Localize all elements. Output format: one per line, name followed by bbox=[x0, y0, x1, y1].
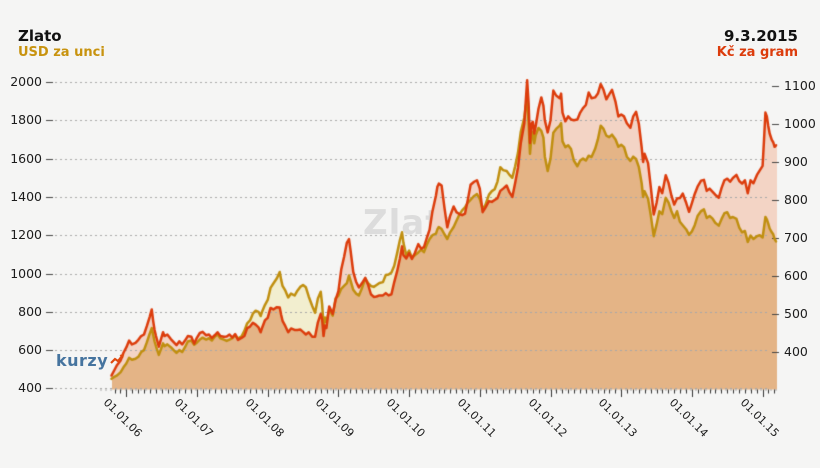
y-axis-left-label: 1800 bbox=[10, 112, 42, 128]
y-axis-right-label: 800 bbox=[784, 192, 808, 207]
y-axis-left-label: 2000 bbox=[10, 74, 42, 89]
left-axis-series-label: USD za unci bbox=[18, 45, 105, 60]
y-axis-right-label: 1100 bbox=[784, 78, 816, 93]
kurzy-logo-icon bbox=[110, 351, 125, 370]
y-axis-left-label: 600 bbox=[18, 342, 42, 358]
y-axis-left-label: 400 bbox=[18, 380, 42, 396]
chart-date: 9.3.2015 bbox=[723, 27, 798, 45]
y-axis-right-label: 600 bbox=[784, 268, 808, 283]
y-axis-left-label: 1600 bbox=[10, 150, 42, 166]
y-axis-left-label: 1200 bbox=[10, 227, 42, 243]
y-axis-right-label: 400 bbox=[784, 344, 808, 359]
kurzy-brand-label[interactable]: kurzy bbox=[56, 351, 109, 370]
y-axis-right-label: 500 bbox=[784, 306, 808, 321]
y-axis-right-label: 700 bbox=[784, 230, 808, 245]
kurzy-brand-watermark[interactable]: kurzy bbox=[56, 351, 125, 370]
right-axis-series-label: Kč za gram bbox=[716, 45, 798, 60]
y-axis-left-label: 1400 bbox=[10, 188, 42, 204]
y-axis-right-label: 900 bbox=[784, 154, 808, 169]
chart-title: Zlato bbox=[18, 27, 62, 45]
y-axis-right-label: 1000 bbox=[784, 116, 816, 131]
y-axis-left-label: 1000 bbox=[10, 265, 42, 281]
y-axis-left-label: 800 bbox=[18, 303, 42, 319]
